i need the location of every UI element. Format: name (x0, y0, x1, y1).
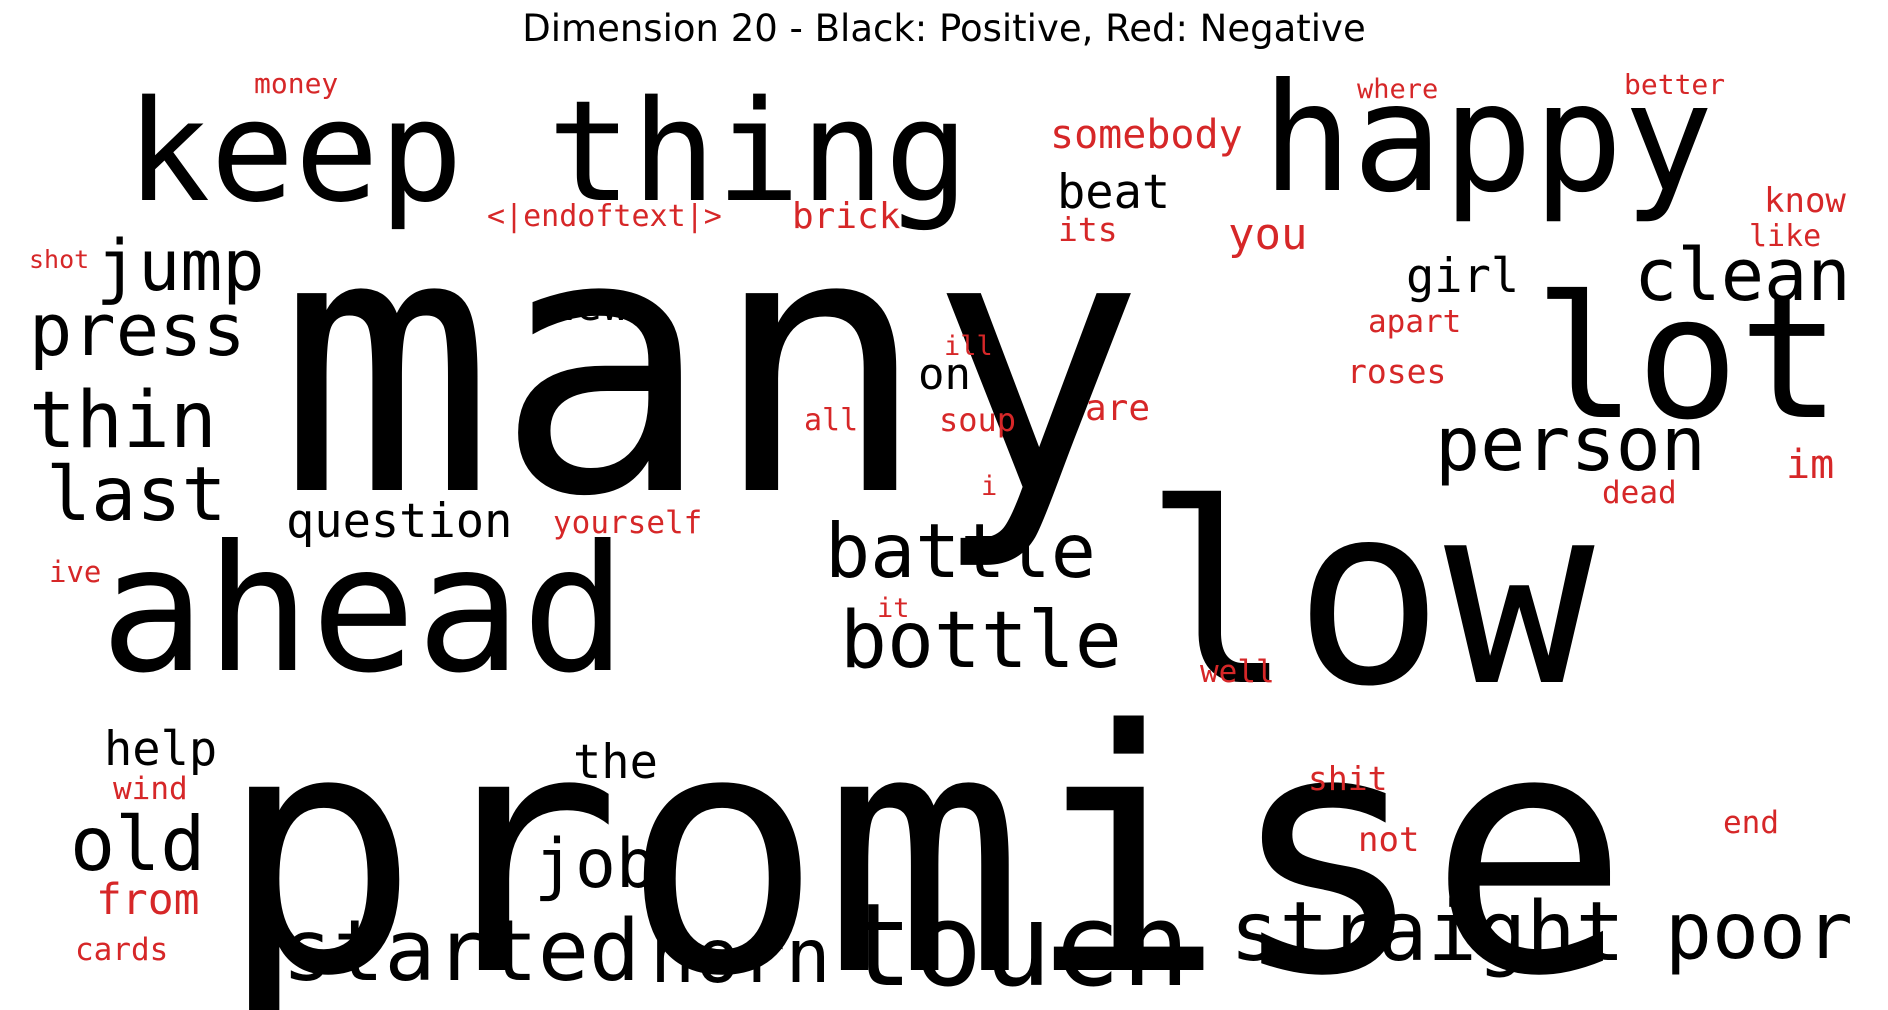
word-lot: lot (1534, 260, 1841, 458)
word-shit: shit (1308, 759, 1387, 798)
word-wind: wind (113, 771, 188, 807)
word-are: are (1085, 388, 1150, 429)
word-straight: straight (1230, 885, 1625, 980)
word-better: better (1624, 68, 1725, 101)
word-old: old (70, 800, 205, 888)
word-end: end (1723, 805, 1779, 841)
word-the: the (573, 735, 658, 790)
word-ill: ill (944, 331, 993, 362)
word-it: it (877, 593, 910, 624)
word-press: press (29, 288, 246, 372)
word-endoftext: <|endoftext|> (487, 199, 722, 234)
word-happy: happy (1262, 52, 1714, 226)
word-battle: battle (825, 507, 1096, 595)
word-all: all (804, 403, 858, 438)
word-like: like (1749, 219, 1821, 254)
word-soup: soup (939, 401, 1016, 439)
word-help: help (104, 722, 217, 777)
word-new: new (549, 280, 629, 331)
word-low: low (1143, 450, 1595, 741)
word-beat: beat (1057, 165, 1170, 220)
word-ive: ive (49, 555, 101, 589)
word-last: last (46, 450, 227, 538)
word-well: well (1200, 654, 1275, 690)
word-touch: touch (844, 879, 1190, 1010)
word-not: not (1358, 820, 1419, 860)
word-clean: clean (1634, 233, 1851, 317)
word-many: many (278, 156, 1145, 575)
word-keep-thing: keep thing (126, 71, 969, 234)
word-started: started (282, 902, 640, 1001)
word-thin: thin (29, 376, 217, 466)
word-bottle: bottle (840, 596, 1122, 686)
word-roses: roses (1347, 352, 1446, 391)
word-poor: poor (1665, 887, 1853, 977)
word-i: i (981, 471, 997, 502)
word-question: question (286, 494, 512, 549)
word-somebody: somebody (1050, 112, 1243, 158)
word-its: its (1058, 210, 1118, 249)
word-cards: cards (75, 932, 168, 968)
word-apart: apart (1368, 304, 1461, 340)
word-horn: horn (650, 912, 831, 1000)
word-person: person (1435, 400, 1706, 488)
word-know: know (1764, 181, 1846, 221)
word-shot: shot (29, 245, 89, 274)
word-dead: dead (1602, 475, 1677, 511)
word-ahead: ahead (100, 509, 627, 712)
word-you: you (1228, 209, 1307, 260)
word-promise: promise (218, 660, 1630, 1010)
word-money: money (254, 67, 338, 100)
word-yourself: yourself (553, 505, 702, 541)
word-on: on (918, 349, 971, 400)
word-jump: jump (96, 225, 265, 307)
word-im: im (1786, 442, 1834, 488)
word-job: job (534, 825, 657, 904)
word-brick: brick (792, 196, 901, 237)
word-from: from (96, 875, 200, 925)
word-girl: girl (1406, 249, 1519, 304)
chart-title: Dimension 20 - Black: Positive, Red: Neg… (522, 7, 1366, 50)
word-where: where (1357, 74, 1438, 105)
